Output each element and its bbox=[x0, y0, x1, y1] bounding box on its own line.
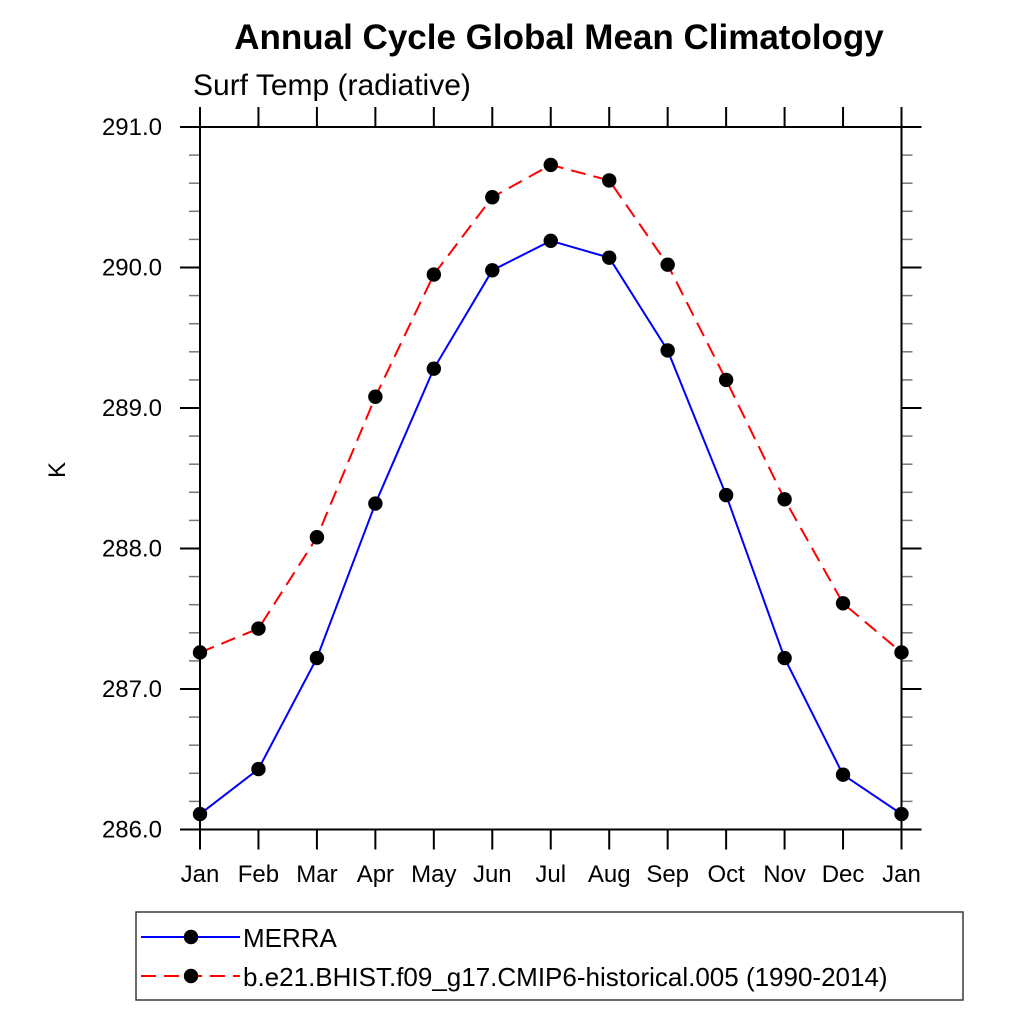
x-tick-label: Dec bbox=[822, 861, 865, 888]
data-point-marker bbox=[660, 343, 675, 358]
x-tick-label: Apr bbox=[357, 861, 394, 888]
data-point-marker bbox=[251, 621, 266, 636]
data-point-marker bbox=[426, 361, 442, 376]
legend-sample-marker-model bbox=[183, 968, 199, 984]
data-point-marker bbox=[660, 257, 675, 272]
data-point-marker bbox=[894, 806, 909, 822]
x-tick-label: Oct bbox=[707, 861, 745, 888]
y-tick-label: 287.0 bbox=[102, 676, 162, 703]
data-point-marker bbox=[251, 761, 266, 777]
x-tick-label: Jul bbox=[535, 861, 566, 888]
data-point-marker bbox=[602, 173, 617, 188]
y-tick-label: 288.0 bbox=[102, 536, 162, 563]
data-point-marker bbox=[718, 372, 734, 388]
x-tick-label: Jan bbox=[882, 861, 921, 888]
data-point-marker bbox=[894, 645, 909, 660]
x-tick-label: Feb bbox=[238, 861, 279, 888]
legend: MERRA b.e21.BHIST.f09_g17.CMIP6-historic… bbox=[135, 911, 964, 1001]
data-point-marker bbox=[368, 389, 383, 404]
legend-sample-marker-merra bbox=[183, 929, 199, 945]
data-point-marker bbox=[368, 496, 383, 511]
data-point-marker bbox=[309, 530, 325, 545]
data-point-marker bbox=[543, 233, 558, 249]
data-point-marker bbox=[835, 596, 851, 611]
x-tick-label: Jun bbox=[473, 861, 512, 888]
legend-label-model: b.e21.BHIST.f09_g17.CMIP6-historical.005… bbox=[243, 962, 888, 992]
y-tick-label: 290.0 bbox=[102, 255, 162, 282]
data-point-marker bbox=[718, 487, 734, 503]
plot-frame bbox=[199, 126, 903, 831]
data-point-marker bbox=[602, 250, 617, 265]
data-point-marker bbox=[835, 767, 851, 782]
data-point-marker bbox=[192, 645, 208, 660]
x-tick-label: Jan bbox=[181, 861, 220, 888]
plot-area: 286.0 287.0 288.0 289.0 290.0 291.0 Jan Feb Mar A… bbox=[102, 107, 922, 888]
data-point-marker bbox=[543, 157, 558, 173]
data-point-marker bbox=[426, 267, 442, 282]
y-tick-label: 286.0 bbox=[102, 817, 162, 844]
chart-subtitle: Surf Temp (radiative) bbox=[193, 69, 471, 102]
x-tick-label: Aug bbox=[588, 861, 631, 888]
x-tick-label: Mar bbox=[296, 861, 337, 888]
x-tick-label: May bbox=[411, 861, 456, 888]
data-point-marker bbox=[192, 806, 208, 822]
x-tick-label: Nov bbox=[763, 861, 806, 888]
legend-box bbox=[135, 911, 964, 1001]
data-point-marker bbox=[309, 650, 325, 666]
y-tick-label: 291.0 bbox=[102, 114, 162, 141]
legend-label-merra: MERRA bbox=[243, 923, 338, 953]
y-axis-label: K bbox=[44, 462, 71, 478]
data-point-marker bbox=[777, 492, 792, 507]
data-point-marker bbox=[485, 190, 500, 205]
x-tick-label: Sep bbox=[646, 861, 689, 888]
chart-title: Annual Cycle Global Mean Climatology bbox=[234, 18, 884, 57]
data-point-marker bbox=[777, 650, 792, 666]
data-point-marker bbox=[485, 263, 500, 278]
y-tick-label: 289.0 bbox=[102, 395, 162, 422]
series-line-0 bbox=[199, 239, 903, 815]
